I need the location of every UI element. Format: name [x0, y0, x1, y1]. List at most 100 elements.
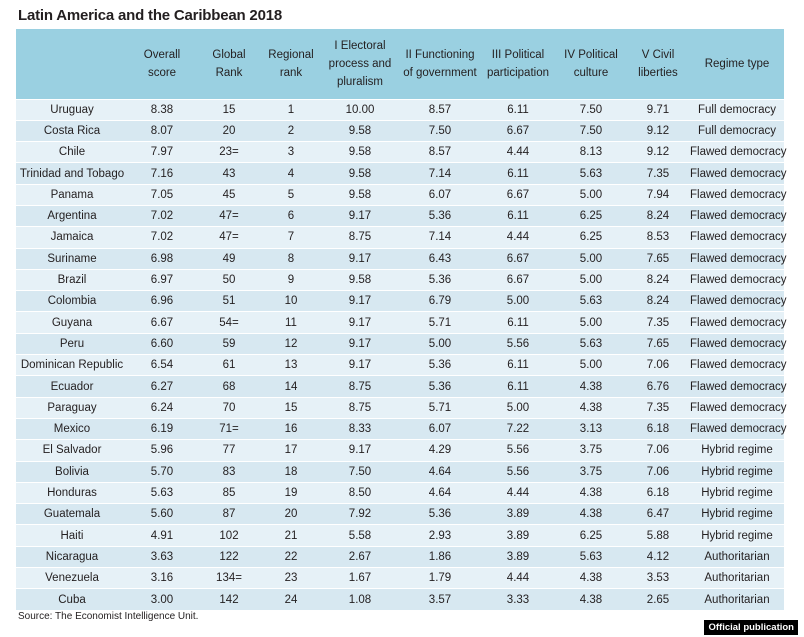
score-cell: 4.38	[556, 588, 626, 611]
country-cell: Brazil	[16, 268, 128, 291]
table-row: Panama 7.05 45 5 9.58 6.07 6.67 5.00 7.94 Flawed …	[16, 183, 787, 206]
country-cell: Cuba	[16, 588, 128, 611]
score-cell: 3.57	[400, 588, 480, 611]
democracy-index-table: Overall score Global Rank Regional rank I E…	[16, 29, 787, 611]
page-title: Latin America and the Caribbean 2018	[18, 7, 283, 24]
regime-type-cell: Flawed democracy	[690, 226, 787, 249]
score-cell: 4.91	[128, 524, 196, 547]
regime-type-cell: Flawed democracy	[690, 311, 787, 334]
score-cell: 6.67	[480, 268, 556, 291]
country-cell: Trinidad and Tobago	[16, 162, 128, 185]
score-cell: 68	[196, 375, 262, 398]
score-cell: 5.00	[400, 332, 480, 355]
score-cell: 3.75	[556, 439, 626, 462]
score-cell: 85	[196, 481, 262, 504]
score-cell: 2	[262, 119, 320, 142]
score-cell: 6.54	[128, 354, 196, 376]
country-cell: Ecuador	[16, 375, 128, 398]
score-cell: 7.14	[400, 226, 480, 249]
score-cell: 7.50	[400, 119, 480, 142]
score-cell: 7.05	[128, 183, 196, 206]
table-row: Honduras 5.63 85 19 8.50 4.64 4.44 4.38 6.18 Hybr…	[16, 481, 784, 504]
score-cell: 5.60	[128, 503, 196, 525]
country-cell: Jamaica	[16, 226, 128, 249]
score-cell: 6.98	[128, 247, 196, 270]
regime-type-cell: Hybrid regime	[690, 503, 784, 525]
score-cell: 7.50	[320, 460, 400, 483]
score-cell: 4	[262, 162, 320, 185]
score-cell: 9.17	[320, 354, 400, 376]
table-row: Argentina 7.02 47= 6 9.17 5.36 6.11 6.25 8.24 Fla…	[16, 204, 787, 227]
country-cell: Colombia	[16, 290, 128, 312]
score-cell: 5.96	[128, 439, 196, 462]
column-header: I Electoral process and pluralism	[320, 29, 400, 99]
score-cell: 47=	[196, 204, 262, 227]
democracy-index-table-container: Overall score Global Rank Regional rank I E…	[16, 29, 787, 611]
score-cell: 7.35	[626, 162, 690, 185]
country-cell: Mexico	[16, 417, 128, 440]
score-cell: 6.76	[626, 375, 690, 398]
score-cell: 17	[262, 439, 320, 462]
table-row: Chile 7.97 23= 3 9.58 8.57 4.44 8.13 9.12 Flawed …	[16, 141, 787, 163]
score-cell: 8.75	[320, 226, 400, 249]
table-row: Cuba 3.00 142 24 1.08 3.57 3.33 4.38 2.65 Authori…	[16, 588, 784, 611]
score-cell: 4.38	[556, 567, 626, 589]
score-cell: 5.36	[400, 354, 480, 376]
score-cell: 134=	[196, 567, 262, 589]
score-cell: 83	[196, 460, 262, 483]
score-cell: 5.56	[480, 439, 556, 462]
table-row: Colombia 6.96 51 10 9.17 6.79 5.00 5.63 8.24 Flaw…	[16, 290, 787, 312]
score-cell: 3.13	[556, 417, 626, 440]
score-cell: 3.89	[480, 545, 556, 568]
official-publication-badge: Official publication	[704, 620, 798, 635]
score-cell: 6.11	[480, 311, 556, 334]
score-cell: 5.00	[556, 354, 626, 376]
score-cell: 7.22	[480, 417, 556, 440]
score-cell: 5.00	[556, 311, 626, 334]
table-row: Mexico 6.19 71= 16 8.33 6.07 7.22 3.13 6.18 Flawe…	[16, 417, 787, 440]
score-cell: 7.35	[626, 396, 690, 419]
column-header: II Functioning of government	[400, 29, 480, 99]
score-cell: 11	[262, 311, 320, 334]
source-note: Source: The Economist Intelligence Unit.	[18, 611, 199, 622]
score-cell: 9.17	[320, 332, 400, 355]
country-cell: Costa Rica	[16, 119, 128, 142]
score-cell: 7.65	[626, 332, 690, 355]
score-cell: 6.11	[480, 204, 556, 227]
country-cell: Bolivia	[16, 460, 128, 483]
score-cell: 7.06	[626, 460, 690, 483]
score-cell: 5.63	[556, 545, 626, 568]
score-cell: 5.71	[400, 396, 480, 419]
score-cell: 7	[262, 226, 320, 249]
score-cell: 9.58	[320, 119, 400, 142]
country-cell: Argentina	[16, 204, 128, 227]
score-cell: 8.75	[320, 375, 400, 398]
score-cell: 20	[262, 503, 320, 525]
regime-type-cell: Hybrid regime	[690, 439, 784, 462]
table-row: Guyana 6.67 54= 11 9.17 5.71 6.11 5.00 7.35 Flawe…	[16, 311, 787, 334]
regime-type-cell: Authoritarian	[690, 588, 784, 611]
score-cell: 45	[196, 183, 262, 206]
score-cell: 5.00	[480, 396, 556, 419]
table-row: Nicaragua 3.63 122 22 2.67 1.86 3.89 5.63 4.12 Au…	[16, 545, 784, 568]
score-cell: 16	[262, 417, 320, 440]
score-cell: 6.18	[626, 481, 690, 504]
score-cell: 3	[262, 141, 320, 163]
score-cell: 54=	[196, 311, 262, 334]
score-cell: 6.67	[480, 183, 556, 206]
table-row: Brazil 6.97 50 9 9.58 5.36 6.67 5.00 8.24 Flawed …	[16, 268, 787, 291]
score-cell: 5.00	[556, 268, 626, 291]
score-cell: 5.63	[128, 481, 196, 504]
score-cell: 4.44	[480, 141, 556, 163]
score-cell: 18	[262, 460, 320, 483]
score-cell: 6.47	[626, 503, 690, 525]
table-row: Costa Rica 8.07 20 2 9.58 7.50 6.67 7.50 9.12 Ful…	[16, 119, 784, 142]
score-cell: 9.12	[626, 119, 690, 142]
table-row: Paraguay 6.24 70 15 8.75 5.71 5.00 4.38 7.35 Flaw…	[16, 396, 787, 419]
score-cell: 7.50	[556, 98, 626, 121]
score-cell: 6.96	[128, 290, 196, 312]
score-cell: 51	[196, 290, 262, 312]
score-cell: 8.24	[626, 268, 690, 291]
table-body: Uruguay 8.38 15 1 10.00 8.57 6.11 7.50 9.71 Full …	[16, 98, 787, 611]
score-cell: 70	[196, 396, 262, 419]
